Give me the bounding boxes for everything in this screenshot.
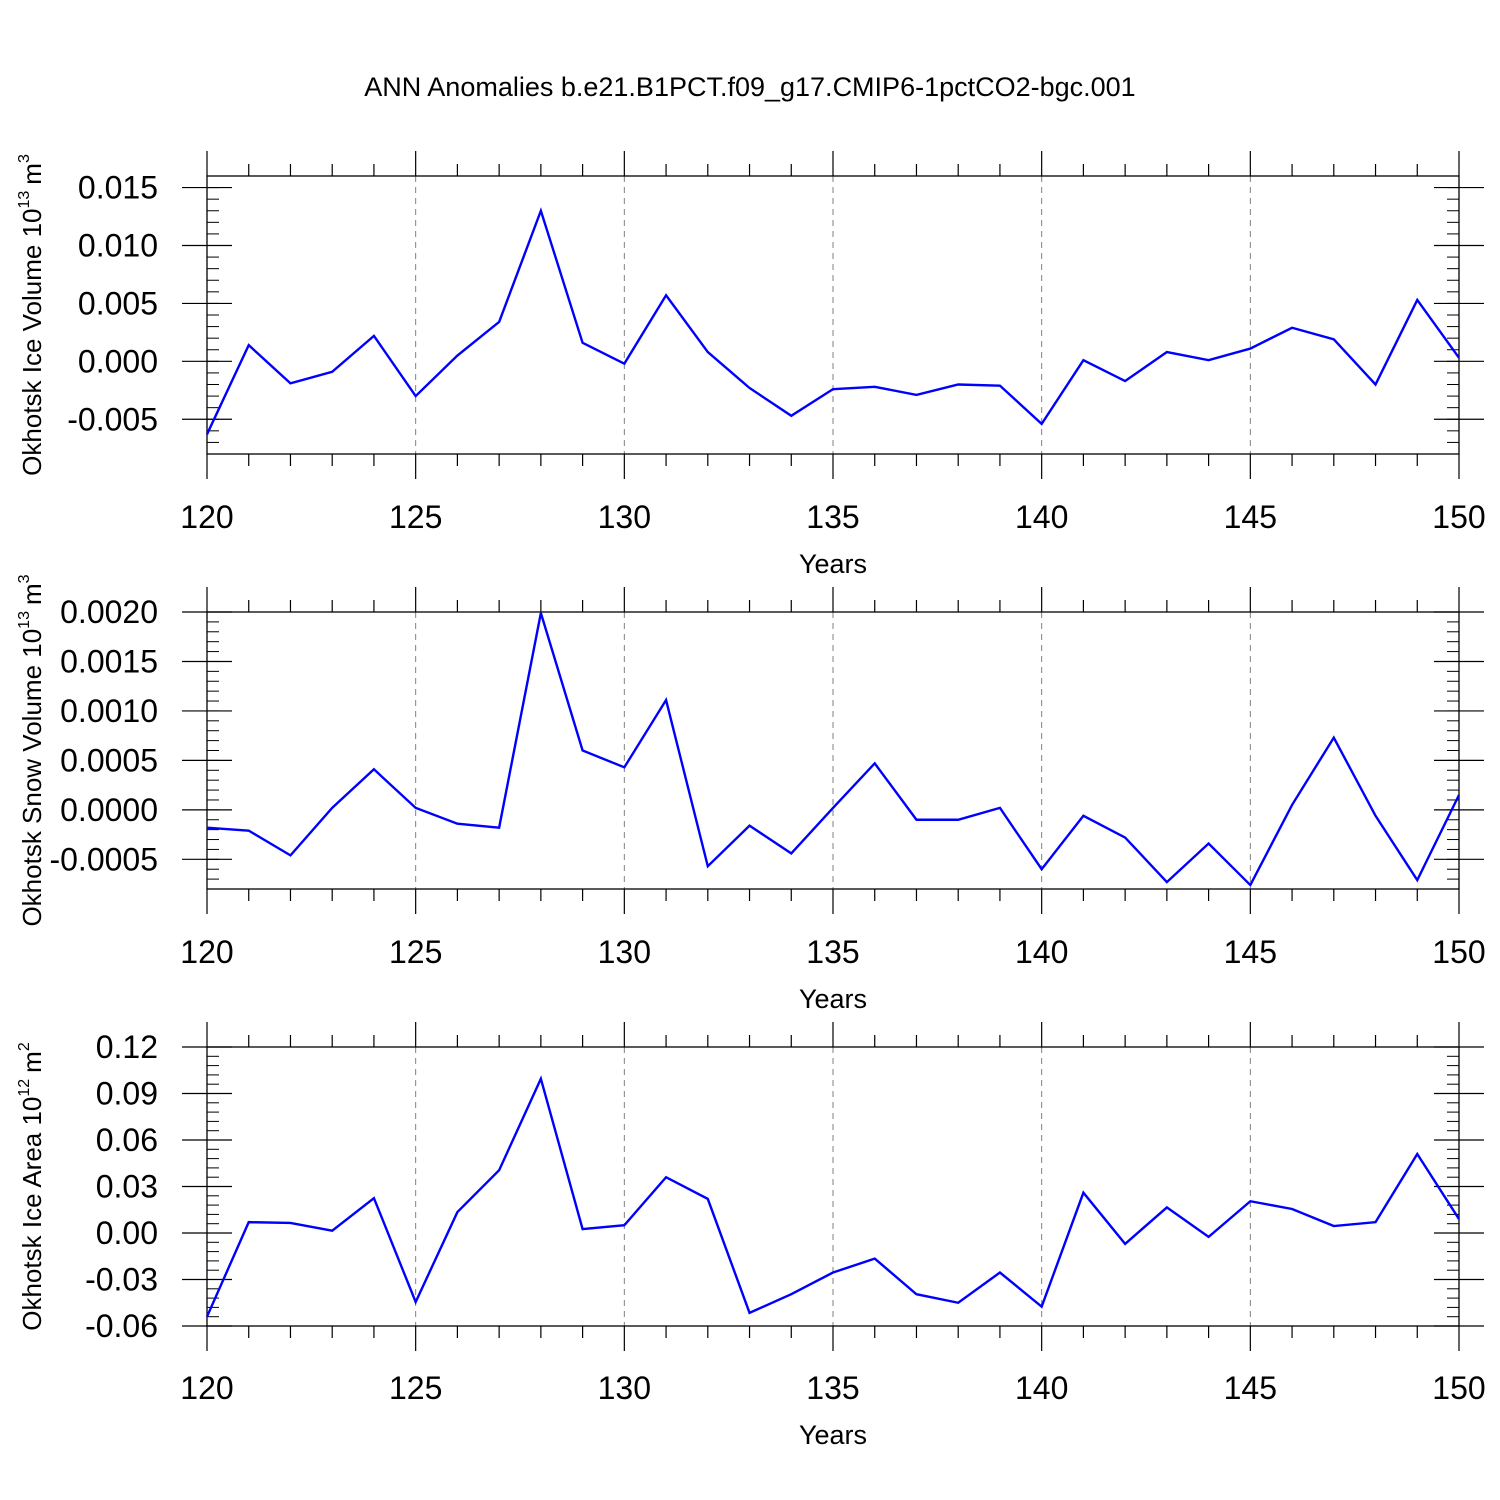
x-tick-label: 120 <box>180 499 233 535</box>
y-axis-label-unit: m <box>17 1051 47 1073</box>
y-axis-label-text: Okhotsk Ice Area 10 <box>17 1097 47 1331</box>
y-axis-label-unit-exponent: 3 <box>16 574 33 583</box>
x-axis-label: Years <box>799 984 867 1014</box>
x-tick-label: 145 <box>1224 934 1277 970</box>
y-tick-label: 0.005 <box>78 285 158 321</box>
page-title: ANN Anomalies b.e21.B1PCT.f09_g17.CMIP6-… <box>364 72 1136 102</box>
x-tick-label: 150 <box>1432 499 1485 535</box>
x-axis-label: Years <box>799 549 867 579</box>
y-tick-label: 0.06 <box>96 1122 158 1158</box>
y-tick-label: 0.010 <box>78 228 158 264</box>
y-axis-label-text: Okhotsk Ice Volume 10 <box>17 209 47 476</box>
y-axis-label-exponent: 12 <box>16 1079 33 1097</box>
chart-panel-3: 120 125 130 135 140 145 150 Years 0.12 0.09 0.06 0.… <box>16 1022 1486 1450</box>
x-tick-label: 140 <box>1015 1370 1068 1406</box>
x-tick-label: 130 <box>598 934 651 970</box>
x-tick-label: 130 <box>598 1370 651 1406</box>
y-tick-label: 0.0010 <box>60 693 158 729</box>
chart-panel-2: 120 125 130 135 140 145 150 Years 0.0020 0.0015 0.… <box>16 574 1486 1014</box>
y-tick-label: 0.015 <box>78 170 158 206</box>
x-axis-label: Years <box>799 1420 867 1450</box>
y-axis-label-text: Okhotsk Snow Volume 10 <box>17 629 47 927</box>
x-tick-label: 145 <box>1224 1370 1277 1406</box>
y-tick-label: 0.0020 <box>60 594 158 630</box>
y-axis-label-exponent: 13 <box>16 611 33 629</box>
y-tick-label: 0.0015 <box>60 643 158 679</box>
y-tick-label: -0.005 <box>67 401 158 437</box>
y-axis-label-unit: m <box>17 583 47 605</box>
y-tick-label: 0.0000 <box>60 792 158 828</box>
x-tick-label: 140 <box>1015 934 1068 970</box>
x-tick-label: 125 <box>389 1370 442 1406</box>
x-tick-label: 120 <box>180 1370 233 1406</box>
y-tick-label: 0.03 <box>96 1169 158 1205</box>
x-tick-label: 125 <box>389 499 442 535</box>
x-tick-label: 135 <box>806 934 859 970</box>
y-tick-label: -0.0005 <box>49 841 158 877</box>
plot-frame <box>206 1046 1460 1327</box>
x-tick-label: 125 <box>389 934 442 970</box>
y-tick-label: -0.06 <box>85 1308 158 1344</box>
y-axis-label: Okhotsk Snow Volume 1013 m3 <box>16 574 47 926</box>
x-tick-label: 150 <box>1432 1370 1485 1406</box>
x-tick-label: 145 <box>1224 499 1277 535</box>
x-tick-label: 135 <box>806 1370 859 1406</box>
y-tick-label: 0.12 <box>96 1029 158 1065</box>
y-tick-label: 0.0005 <box>60 742 158 778</box>
y-tick-label: 0.09 <box>96 1076 158 1112</box>
y-axis-label: Okhotsk Ice Area 1012 m2 <box>16 1042 47 1331</box>
y-axis-label: Okhotsk Ice Volume 1013 m3 <box>16 154 47 476</box>
x-tick-label: 140 <box>1015 499 1068 535</box>
y-tick-label: 0.000 <box>78 343 158 379</box>
y-axis-label-unit-exponent: 2 <box>16 1042 33 1051</box>
y-tick-label: 0.00 <box>96 1215 158 1251</box>
y-tick-label: -0.03 <box>85 1262 158 1298</box>
y-axis-label-exponent: 13 <box>16 191 33 209</box>
x-tick-label: 120 <box>180 934 233 970</box>
x-tick-label: 150 <box>1432 934 1485 970</box>
y-axis-label-unit: m <box>17 163 47 185</box>
y-axis-label-unit-exponent: 3 <box>16 154 33 163</box>
chart-panel-1: 120 125 130 135 140 145 150 Years 0.015 0.010 0.00… <box>16 151 1486 579</box>
x-tick-label: 135 <box>806 499 859 535</box>
x-tick-label: 130 <box>598 499 651 535</box>
